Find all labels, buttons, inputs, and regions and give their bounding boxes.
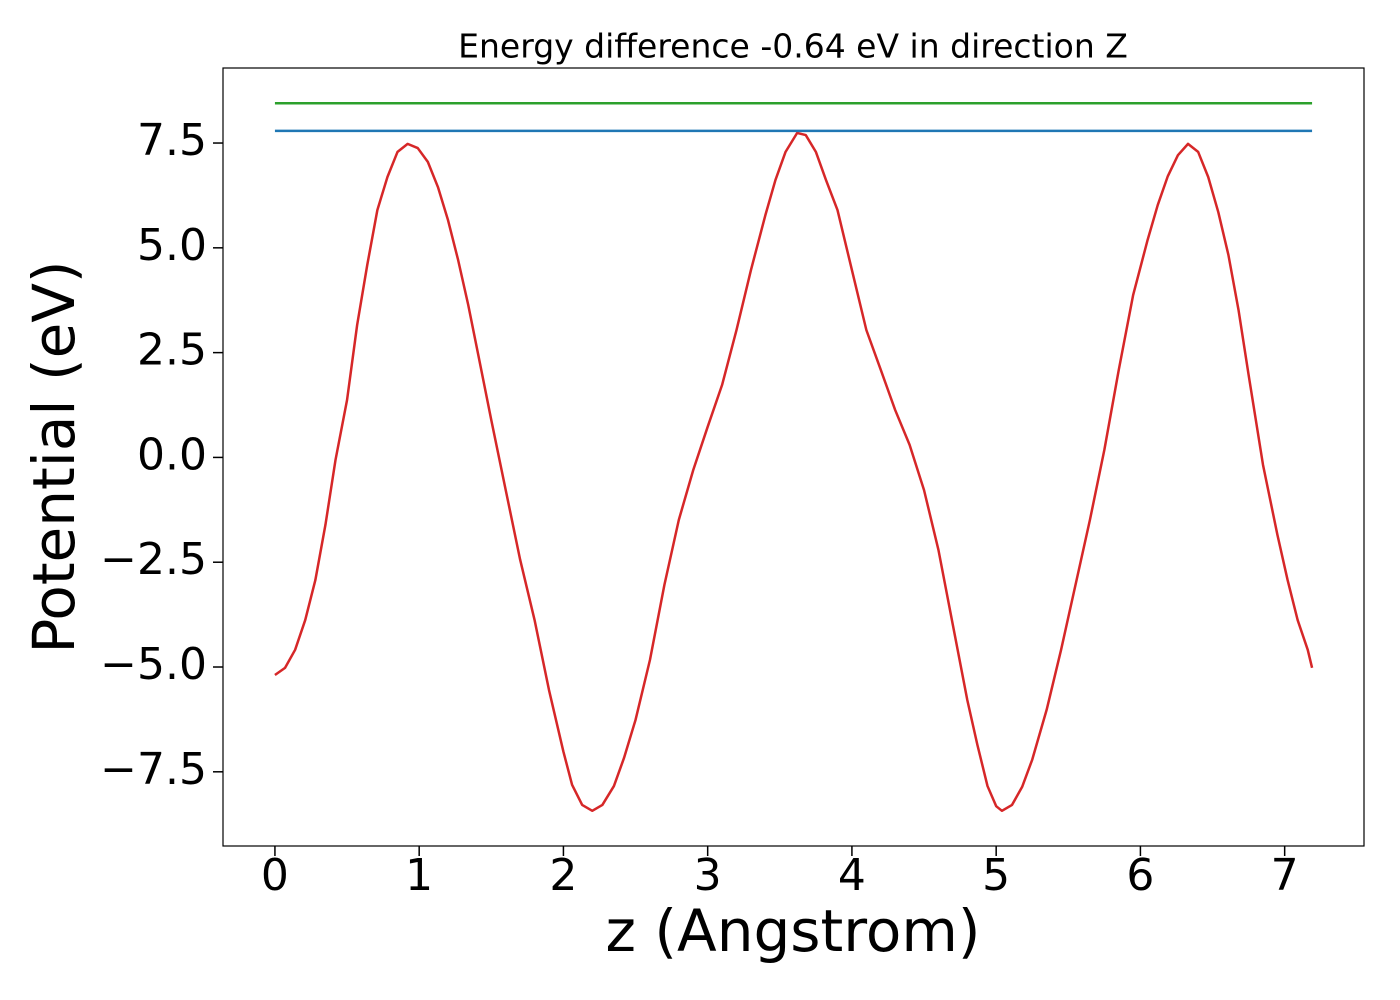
y-tick-label: 2.5 [137, 325, 207, 376]
x-tick-label: 0 [261, 850, 289, 901]
y-tick-label: 7.5 [137, 115, 207, 166]
y-tick-label: −2.5 [100, 534, 207, 585]
x-tick-label: 7 [1271, 850, 1299, 901]
x-tick-label: 4 [838, 850, 866, 901]
y-tick-label: −5.0 [100, 639, 207, 690]
x-tick-label: 1 [405, 850, 433, 901]
y-tick-label: 0.0 [137, 429, 207, 480]
y-tick-label: 5.0 [137, 220, 207, 271]
x-tick-label: 2 [549, 850, 577, 901]
x-axis-label: z (Angstrom) [606, 897, 981, 965]
y-axis-label: Potential (eV) [20, 260, 88, 653]
y-tick-label: −7.5 [100, 744, 207, 795]
data-line [274, 131, 1314, 813]
chart-title: Energy difference -0.64 eV in direction … [458, 27, 1128, 66]
plot-frame [222, 67, 1365, 847]
x-tick-label: 6 [1126, 850, 1154, 901]
x-tick-label: 3 [694, 850, 722, 901]
x-tick-label: 5 [982, 850, 1010, 901]
